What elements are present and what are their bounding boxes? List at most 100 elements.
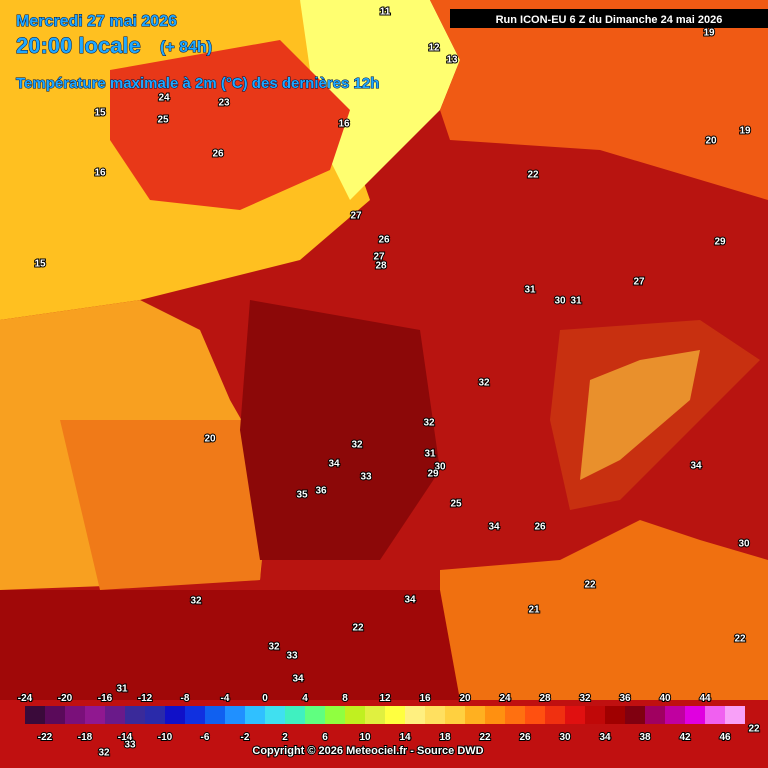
- scale-label-bottom: 38: [639, 732, 651, 743]
- run-box: [450, 9, 768, 28]
- temperature-label: 30: [434, 462, 446, 473]
- scale-swatch: [85, 706, 105, 724]
- scale-swatch: [525, 706, 545, 724]
- scale-label-bottom: -14: [118, 732, 133, 743]
- scale-swatch: [705, 706, 725, 724]
- scale-label-bottom: 6: [322, 732, 328, 743]
- scale-swatch: [725, 706, 745, 724]
- temperature-label: 22: [584, 580, 596, 591]
- temperature-label: 35: [296, 490, 308, 501]
- scale-swatch: [45, 706, 65, 724]
- temperature-label: 32: [98, 748, 110, 759]
- scale-label-bottom: 46: [719, 732, 731, 743]
- temperature-label: 34: [488, 522, 500, 533]
- scale-swatch: [645, 706, 665, 724]
- north-europe: [430, 0, 768, 200]
- temperature-label: 36: [315, 486, 327, 497]
- scale-swatch: [605, 706, 625, 724]
- temperature-label: 20: [705, 136, 717, 147]
- scale-label-top: 32: [579, 693, 591, 704]
- temperature-label: 34: [404, 595, 416, 606]
- temperature-label: 26: [212, 149, 224, 160]
- temperature-label: 32: [190, 596, 202, 607]
- temperature-label: 11: [380, 7, 391, 18]
- scale-label-top: 8: [342, 693, 348, 704]
- scale-label-bottom: 42: [679, 732, 691, 743]
- scale-swatch: [685, 706, 705, 724]
- temperature-label: 19: [703, 28, 715, 39]
- lead-time: (+ 84h): [160, 39, 212, 56]
- temperature-label: 33: [360, 472, 372, 483]
- temperature-label: 22: [734, 634, 746, 645]
- scale-swatch: [25, 706, 45, 724]
- temperature-label: 16: [338, 119, 350, 130]
- scale-swatch: [625, 706, 645, 724]
- scale-label-bottom: 34: [599, 732, 611, 743]
- scale-label-bottom: 18: [439, 732, 451, 743]
- scale-label-bottom: 26: [519, 732, 531, 743]
- time: 20:00 locale: [16, 33, 141, 58]
- scale-label-top: 4: [302, 693, 308, 704]
- scale-swatch: [325, 706, 345, 724]
- scale-swatch: [305, 706, 325, 724]
- scale-swatch: [505, 706, 525, 724]
- england: [110, 40, 350, 210]
- temperature-label: 34: [292, 674, 304, 685]
- temperature-label: 15: [94, 108, 106, 119]
- scale-swatch: [565, 706, 585, 724]
- scale-swatch: [345, 706, 365, 724]
- temperature-label: 33: [286, 651, 298, 662]
- copyright: Copyright © 2026 Meteociel.fr - Source D…: [252, 745, 483, 757]
- temperature-label: 31: [570, 296, 582, 307]
- scale-swatch: [285, 706, 305, 724]
- temperature-label: 22: [352, 623, 364, 634]
- spain: [0, 590, 460, 700]
- temperature-label: 29: [714, 237, 726, 248]
- sw-france-hot: [240, 300, 440, 560]
- scale-label-bottom: 14: [399, 732, 411, 743]
- temperature-label: 24: [158, 93, 170, 104]
- scale-label-top: 16: [419, 693, 431, 704]
- scale-swatch: [665, 706, 685, 724]
- scale-label-bottom: 22: [479, 732, 491, 743]
- scale-swatch: [185, 706, 205, 724]
- temperature-label: 30: [554, 296, 566, 307]
- scale-swatch: [385, 706, 405, 724]
- temperature-label: 12: [428, 43, 440, 54]
- mediterranean: [440, 520, 768, 700]
- temperature-label: 34: [690, 461, 702, 472]
- scale-swatch: [105, 706, 125, 724]
- scale-swatch: [145, 706, 165, 724]
- scale-label-bottom: -6: [201, 732, 210, 743]
- scale-label-top: -24: [18, 693, 33, 704]
- temperature-label: 28: [375, 261, 387, 272]
- temperature-label: 32: [478, 378, 490, 389]
- scale-swatch: [465, 706, 485, 724]
- scale-label-bottom: 30: [559, 732, 571, 743]
- scale-label-top: -4: [221, 693, 230, 704]
- temperature-label: 26: [534, 522, 546, 533]
- temperature-label: 16: [94, 168, 106, 179]
- temperature-label: 27: [350, 211, 362, 222]
- run-info: Run ICON-EU 6 Z du Dimanche 24 mai 2026: [496, 14, 723, 26]
- scale-label-bottom: 10: [359, 732, 371, 743]
- scale-label-top: 24: [499, 693, 511, 704]
- temperature-label: 22: [748, 724, 760, 735]
- scale-swatch: [245, 706, 265, 724]
- temperature-label: 22: [527, 170, 539, 181]
- scale-label-top: 40: [659, 693, 671, 704]
- scale-swatch: [205, 706, 225, 724]
- temperature-label: 29: [427, 469, 439, 480]
- temperature-label: 25: [450, 499, 462, 510]
- temperature-label: 25: [157, 115, 169, 126]
- scale-label-top: -16: [98, 693, 113, 704]
- scale-label-top: 12: [379, 693, 391, 704]
- scale-label-bottom: -18: [78, 732, 93, 743]
- temperature-label: 31: [116, 684, 128, 695]
- scale-swatch: [545, 706, 565, 724]
- temperature-label: 34: [328, 459, 340, 470]
- temperature-label: 23: [218, 98, 230, 109]
- temperature-label: 20: [204, 434, 216, 445]
- temperature-label: 26: [378, 235, 390, 246]
